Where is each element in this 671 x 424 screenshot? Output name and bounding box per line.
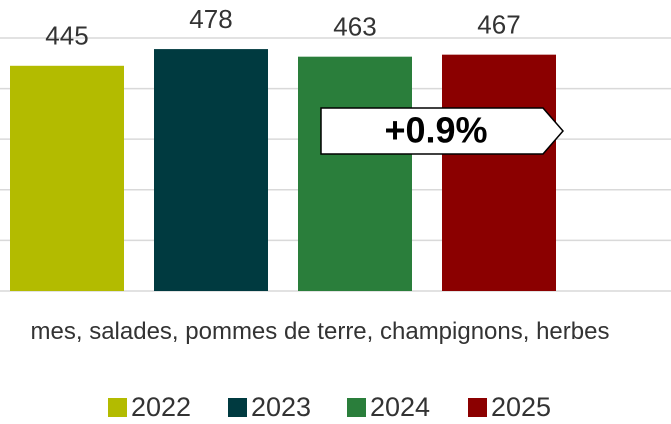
legend-swatch: [108, 398, 127, 417]
annotation: +0.9%: [384, 110, 487, 151]
legend-swatch: [228, 398, 247, 417]
legend-label: 2022: [131, 392, 191, 422]
bar: [154, 49, 268, 291]
legend-label: 2025: [491, 392, 551, 422]
value-label: 445: [45, 21, 88, 51]
bar: [10, 65, 124, 291]
legend-swatch: [468, 398, 487, 417]
category-label: mes, salades, pommes de terre, champigno…: [30, 318, 610, 345]
legend-swatch: [347, 398, 366, 417]
annotation-box: [320, 107, 564, 155]
bar: [442, 54, 556, 291]
legend-label: 2023: [251, 392, 311, 422]
value-label: 467: [477, 10, 520, 40]
value-label: 463: [333, 12, 376, 42]
legend-label: 2024: [370, 392, 430, 422]
value-label: 478: [189, 4, 232, 34]
bar: [298, 56, 412, 292]
